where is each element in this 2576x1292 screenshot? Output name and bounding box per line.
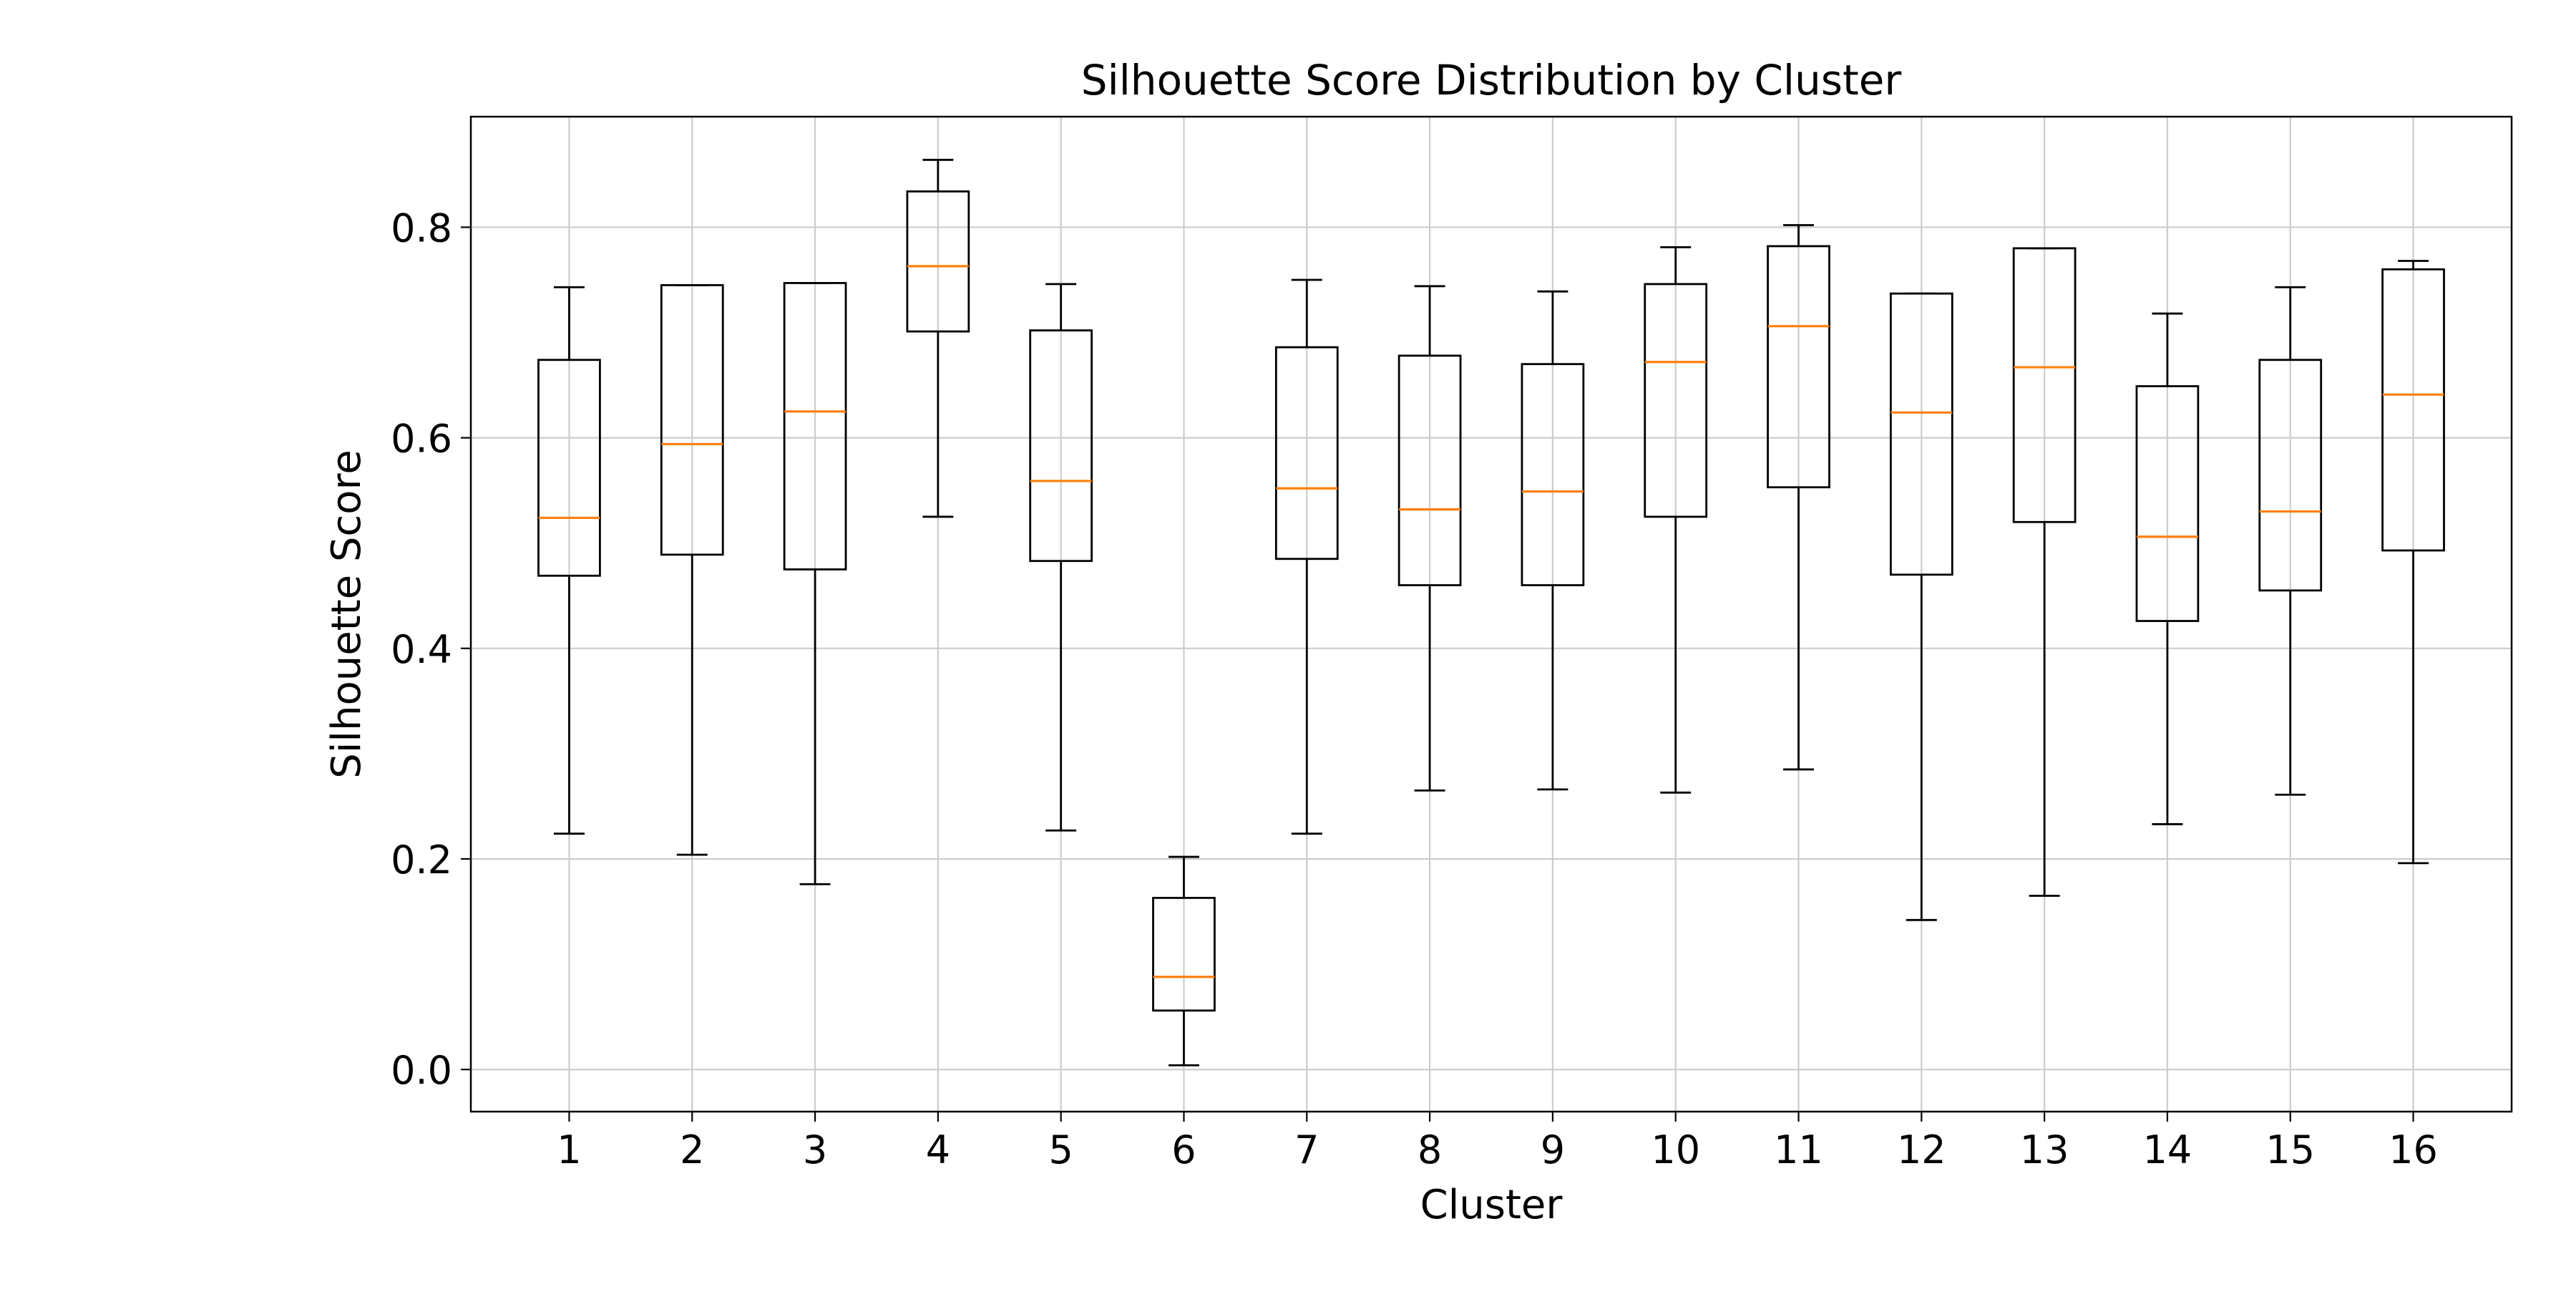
box-cluster-9 xyxy=(1521,290,1585,791)
x-axis-label: Cluster xyxy=(1420,1182,1563,1228)
iqr-box xyxy=(1521,363,1585,586)
x-tick-label: 11 xyxy=(1774,1127,1823,1172)
iqr-box xyxy=(1644,283,1708,518)
plot-frame xyxy=(469,115,2513,1113)
box-cluster-6 xyxy=(1152,855,1216,1067)
iqr-box xyxy=(2012,247,2077,523)
boxes xyxy=(537,158,2445,1067)
ticks: 0.00.20.40.60.81 2 3 4 5 6 7 8 9 10 11 12 13 14 15 16 xyxy=(391,205,2438,1172)
y-tick-label: 0.8 xyxy=(391,205,452,251)
x-tick-label: 6 xyxy=(1171,1127,1196,1172)
iqr-box xyxy=(1767,245,1830,489)
x-tick-label: 3 xyxy=(803,1127,827,1172)
iqr-box xyxy=(1152,897,1216,1012)
iqr-box xyxy=(2381,268,2445,552)
x-tick-label: 10 xyxy=(1651,1127,1700,1172)
iqr-box xyxy=(906,190,970,333)
box-cluster-15 xyxy=(2258,286,2323,796)
x-tick-label: 9 xyxy=(1541,1127,1565,1172)
iqr-box xyxy=(2135,385,2200,622)
iqr-box xyxy=(783,282,847,570)
iqr-box xyxy=(1029,329,1093,563)
iqr-box xyxy=(537,359,601,577)
y-tick-label: 0.2 xyxy=(391,837,452,883)
y-tick-label: 0.0 xyxy=(391,1048,452,1093)
y-axis-label: Silhouette Score xyxy=(323,450,370,778)
box-cluster-11 xyxy=(1767,224,1830,771)
box-cluster-10 xyxy=(1644,246,1708,794)
box-cluster-4 xyxy=(906,158,970,518)
box-cluster-5 xyxy=(1029,283,1093,832)
box-cluster-1 xyxy=(537,286,601,835)
x-tick-label: 2 xyxy=(680,1127,704,1172)
box-cluster-14 xyxy=(2135,312,2200,825)
iqr-box xyxy=(1274,346,1339,560)
iqr-box xyxy=(2258,359,2323,592)
box-cluster-3 xyxy=(783,282,847,885)
x-tick-label: 4 xyxy=(926,1127,950,1172)
box-cluster-12 xyxy=(1889,292,1953,921)
x-tick-label: 5 xyxy=(1048,1127,1073,1172)
x-tick-label: 14 xyxy=(2143,1127,2192,1172)
box-cluster-13 xyxy=(2012,247,2077,897)
iqr-box xyxy=(660,283,724,556)
box-cluster-7 xyxy=(1274,278,1339,835)
y-tick-label: 0.6 xyxy=(391,417,452,462)
x-tick-label: 7 xyxy=(1294,1127,1319,1172)
box-cluster-8 xyxy=(1397,285,1462,792)
x-tick-label: 8 xyxy=(1418,1127,1442,1172)
x-tick-label: 13 xyxy=(2020,1127,2069,1172)
x-tick-label: 16 xyxy=(2389,1127,2438,1172)
box-cluster-2 xyxy=(660,283,724,856)
y-tick-label: 0.4 xyxy=(391,627,452,672)
x-tick-label: 1 xyxy=(557,1127,581,1172)
box-cluster-16 xyxy=(2381,260,2445,865)
iqr-box xyxy=(1889,292,1953,576)
iqr-box xyxy=(1397,354,1462,586)
x-tick-label: 15 xyxy=(2265,1127,2315,1172)
chart-title: Silhouette Score Distribution by Cluster xyxy=(1081,56,1902,105)
x-tick-label: 12 xyxy=(1897,1127,1946,1172)
